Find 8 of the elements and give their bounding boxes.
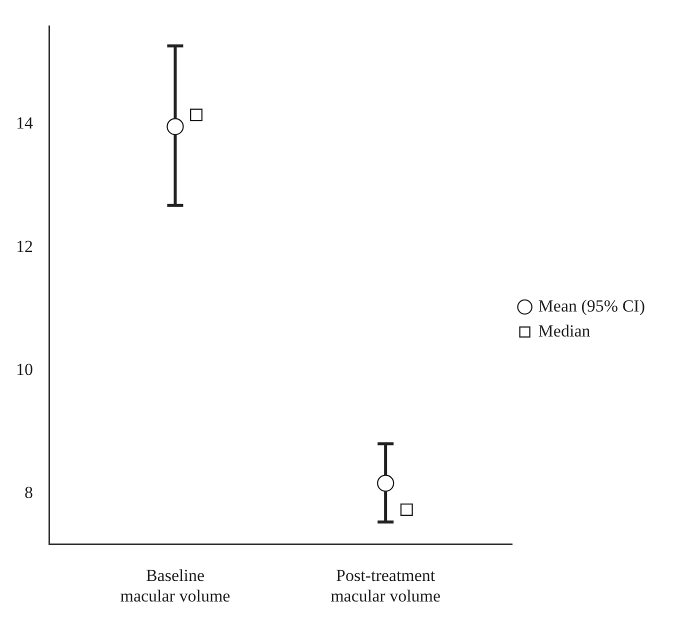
x-tick-label: Post-treatment macular volume xyxy=(330,566,441,606)
y-tick-label: 12 xyxy=(16,236,33,256)
y-tick-label: 8 xyxy=(24,483,33,502)
legend-label: Mean (95% CI) xyxy=(538,296,646,316)
y-tick-label: 10 xyxy=(16,360,33,379)
legend-label: Median xyxy=(538,321,591,340)
y-tick-label: 14 xyxy=(16,114,34,133)
x-tick-label: Baseline macular volume xyxy=(120,566,230,606)
